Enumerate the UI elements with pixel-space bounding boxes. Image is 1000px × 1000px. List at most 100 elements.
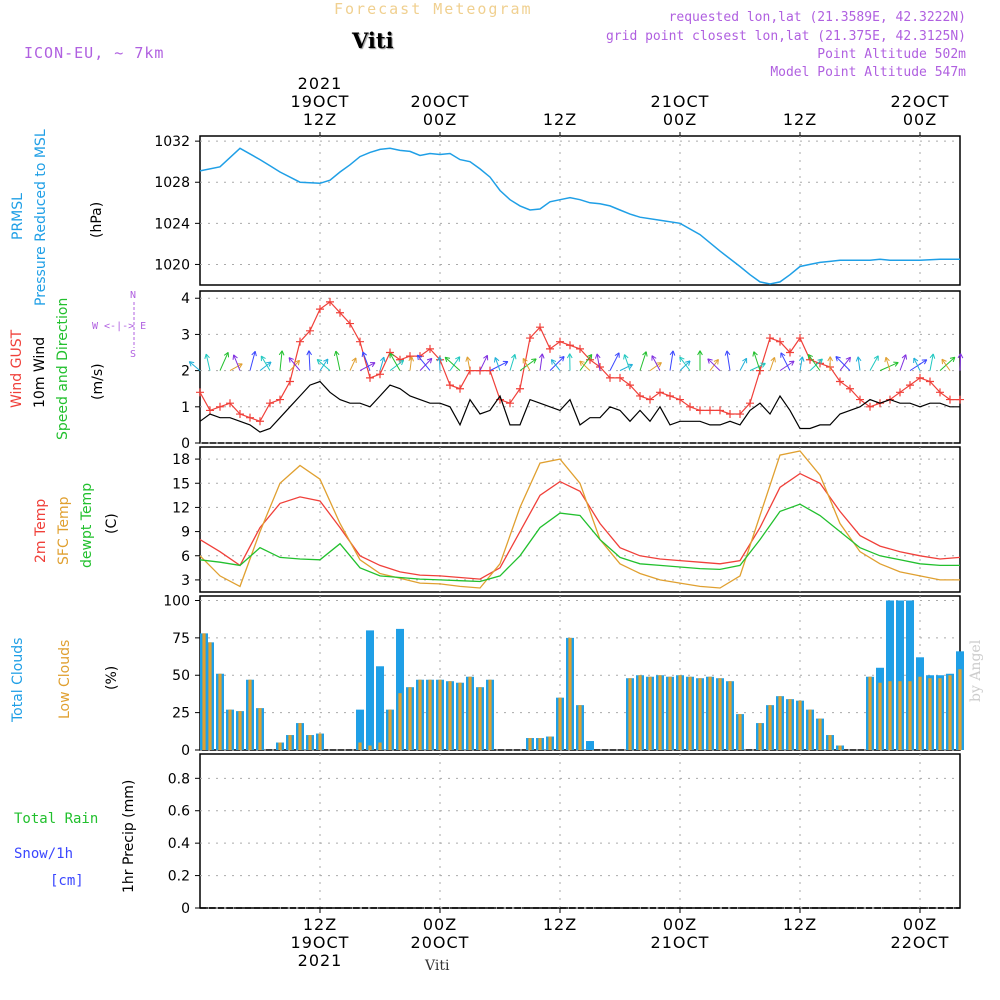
low-clouds-bar [438,679,442,750]
wind-gust-marker [556,337,564,346]
wind-direction-arrowhead [614,352,620,358]
wind-gust-marker [276,395,284,404]
low-clouds-bar [568,637,572,750]
wind-direction-arrowhead [204,353,210,360]
wind-gust-marker [936,388,944,397]
wind-direction-arrow [379,357,385,371]
gust-label: Wind GUST [9,329,25,408]
wind-direction-arrow [619,364,633,372]
compass-south: S [130,349,137,360]
wind-direction-arrow [909,359,928,372]
bottom-time-label: 12Z [783,915,817,934]
wind-direction-arrow [579,360,591,371]
low-clouds-bar [918,676,922,750]
wind-direction-arrowhead [685,360,691,366]
footer-location: Viti [425,958,450,974]
wind-direction-arrow [229,363,243,372]
wind-direction-arrow [444,356,461,371]
wind-gust-marker [516,384,524,393]
pressure-unit: (hPa) [89,201,105,238]
wind-direction-arrowhead [538,353,545,359]
bottom-time-label: 00Z [903,915,937,934]
low-clouds-bar [488,679,492,750]
wind-direction-arrow [494,357,501,371]
total-clouds-bar [906,600,914,750]
snow-unit-label: [cm] [50,873,84,889]
low-clouds-bar [258,708,262,750]
wind-gust-marker [856,395,864,404]
wind-direction-arrow [466,356,471,371]
low-clouds-bar [378,742,382,750]
wind-direction-arrowhead [223,351,230,358]
wind-gust-marker [926,377,934,386]
wind-gust-marker [206,406,214,415]
wind-direction-arrow [449,356,461,371]
low-clouds-bar [708,676,712,750]
wind-gust-marker [786,348,794,357]
low-clouds-bar [758,723,762,750]
temp-ytick-label: 12 [172,500,190,516]
wind-direction-arrowhead [827,356,834,362]
clouds-ytick-label: 25 [172,706,190,722]
wind-direction-arrowhead [416,354,423,361]
low-clouds-bar [648,676,652,750]
wind-direction-arrow [519,358,537,372]
location-title: Viti [352,28,394,53]
clouds-ytick-label: 50 [172,668,190,684]
wind-direction-arrow [539,353,543,371]
bottom-time-label: 19OCT [291,933,350,952]
low-clouds-bar [428,679,432,750]
wind-direction-arrow [609,352,620,371]
wind-direction-arrowhead [770,357,776,363]
wind-direction-arrow [753,351,761,371]
low-clouds-bar [908,681,912,750]
wind-direction-arrow [259,361,272,372]
total-clouds-bar [366,630,374,750]
wind-direction-arrowhead [949,356,956,363]
wind-gust-marker [506,399,514,408]
wind-direction-arrowhead [398,359,405,366]
wind-direction-arrow [233,354,241,371]
wind-gust-marker [226,399,234,408]
wind-direction-arrow [839,356,851,371]
low-clouds-bar [948,675,952,750]
wind-direction-arrowhead [713,358,719,365]
wind-direction-arrowhead [627,363,633,369]
wind-direction-arrow [749,362,766,372]
wind-direction-arrow [288,357,301,371]
low-clouds-bar [398,693,402,750]
prmsl-line [199,147,960,285]
low-clouds-bar [228,709,232,750]
pressure-label: PRMSL [10,193,26,240]
bottom-time-label: 2021 [298,951,343,970]
wind-direction-arrow [929,353,934,371]
wind-direction-arrow [522,358,531,371]
wind-direction-arrowhead [835,355,841,362]
low-clouds-label: Low Clouds [57,639,73,719]
credit-watermark: by Angel [968,639,984,702]
low-clouds-bar [828,735,832,750]
wind-direction-arrowhead [760,362,766,368]
wind-direction-arrow [913,357,921,371]
wind-direction-arrowhead [587,353,593,360]
wind-direction-arrowhead [893,361,899,367]
wind-direction-arrowhead [742,357,748,364]
wind-gust-marker [956,395,964,404]
wind-direction-arrowhead [278,350,285,356]
low-clouds-bar [768,705,772,750]
temp-ytick-label: 15 [172,476,190,492]
wind-gust-marker [346,319,354,328]
low-clouds-bar [878,682,882,750]
precip-unit: 1hr Precip (mm) [121,779,137,893]
wind-direction-arrowhead [370,362,376,368]
wind-direction-arrow [869,355,879,371]
wind-direction-arrowhead [260,355,266,362]
low-clouds-bar [728,681,732,750]
wind-gust-marker [836,377,844,386]
wind-gust-marker [776,337,784,346]
wind-direction-arrowhead [798,356,805,362]
wind-direction-arrow [550,359,561,371]
wind-gust-marker [266,399,274,408]
wind-direction-arrowhead [817,358,823,364]
